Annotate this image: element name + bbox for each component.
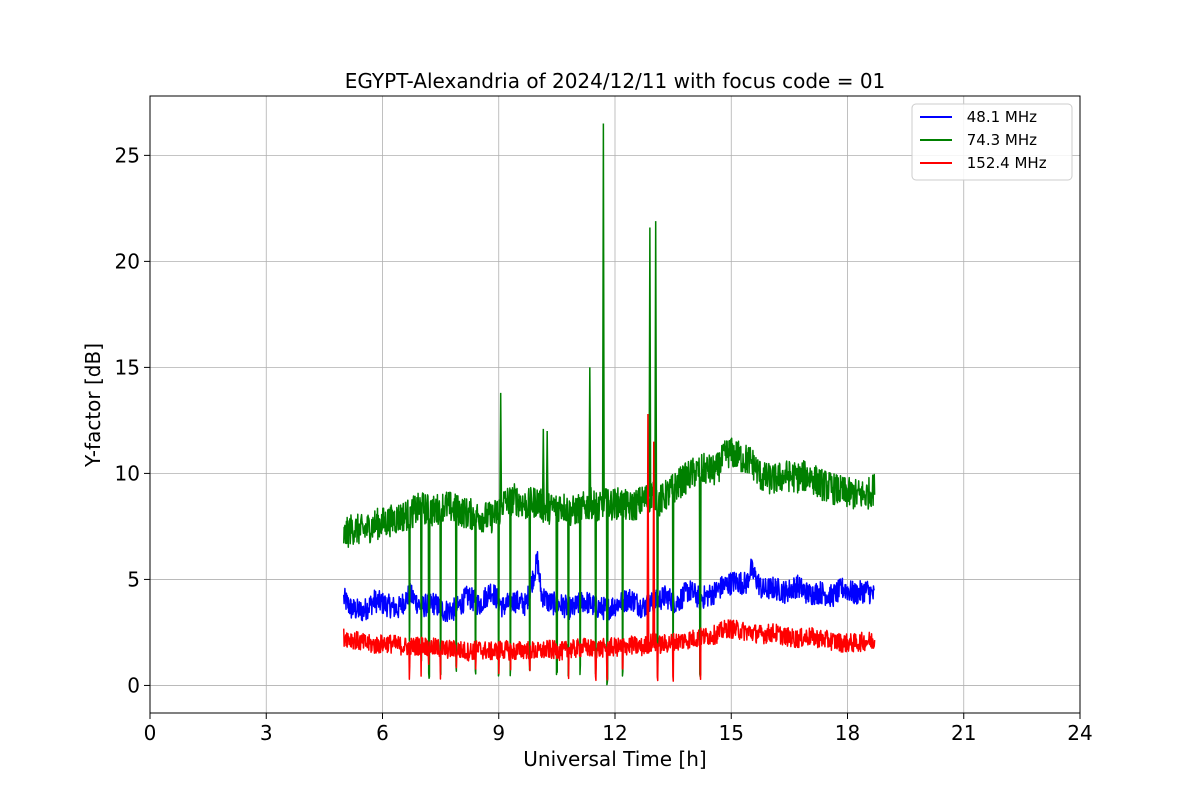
- series-line-1: [343, 437, 876, 686]
- legend-label: 74.3 MHz: [962, 131, 1037, 149]
- spike-point: [652, 441, 656, 641]
- chart-title: EGYPT-Alexandria of 2024/12/11 with focu…: [345, 69, 886, 93]
- y-tick-label: 0: [127, 673, 140, 697]
- series-line-0: [343, 550, 875, 623]
- x-tick-label: 0: [144, 721, 157, 745]
- spike-point: [499, 392, 503, 508]
- y-axis-label: Y-factor [dB]: [81, 343, 105, 468]
- x-tick-label: 18: [835, 721, 860, 745]
- spike-point: [646, 414, 650, 645]
- series-line-2: [343, 619, 876, 682]
- legend-label: 152.4 MHz: [962, 154, 1047, 172]
- y-tick-label: 25: [115, 143, 140, 167]
- spike-point: [588, 367, 592, 505]
- x-axis-label: Universal Time [h]: [523, 747, 706, 771]
- x-tick-label: 24: [1067, 721, 1092, 745]
- x-tick-label: 15: [719, 721, 744, 745]
- spike-point: [545, 430, 549, 509]
- spike-point: [601, 123, 605, 501]
- y-tick-label: 10: [115, 461, 140, 485]
- series-layer: [343, 123, 876, 686]
- y-tick-label: 20: [115, 249, 140, 273]
- y-tick-label: 5: [127, 567, 140, 591]
- legend: 48.1 MHz 74.3 MHz 152.4 MHz: [911, 103, 1073, 181]
- legend-label: 48.1 MHz: [962, 108, 1037, 126]
- x-tick-label: 3: [260, 721, 273, 745]
- x-tick-label: 21: [951, 721, 976, 745]
- spike-point: [648, 227, 652, 497]
- x-tick-label: 12: [602, 721, 627, 745]
- spike-point: [541, 428, 545, 508]
- legend-box: [911, 103, 1073, 181]
- ticks: 0 3 6 9 12 15 18 21 24 0 5 10 15 20 25: [115, 143, 1093, 745]
- y-tick-label: 15: [115, 355, 140, 379]
- x-tick-label: 6: [376, 721, 389, 745]
- x-tick-label: 9: [492, 721, 505, 745]
- spike-point: [654, 221, 658, 497]
